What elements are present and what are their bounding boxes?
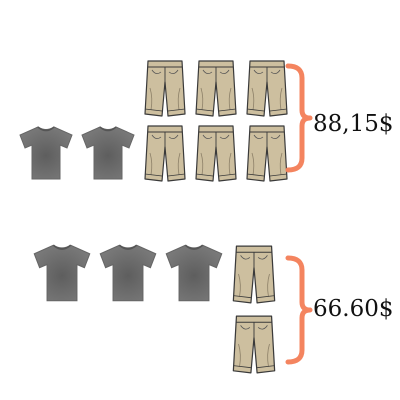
shorts-icon	[228, 313, 280, 377]
shorts-icon	[242, 123, 292, 185]
tshirt-icon	[16, 122, 76, 184]
shorts-icon	[191, 58, 241, 120]
tshirt-icon	[162, 240, 226, 306]
tshirt-icon	[78, 122, 138, 184]
tshirt-icon	[30, 240, 94, 306]
shorts-icon	[191, 123, 241, 185]
tshirt-icon	[96, 240, 160, 306]
right-brace	[284, 62, 314, 174]
price-label: 66.60$	[313, 296, 394, 322]
shorts-icon	[228, 243, 280, 307]
price-label: 88,15$	[313, 111, 394, 137]
right-brace	[284, 254, 314, 366]
shorts-icon	[140, 58, 190, 120]
shorts-icon	[242, 58, 292, 120]
shorts-icon	[140, 123, 190, 185]
